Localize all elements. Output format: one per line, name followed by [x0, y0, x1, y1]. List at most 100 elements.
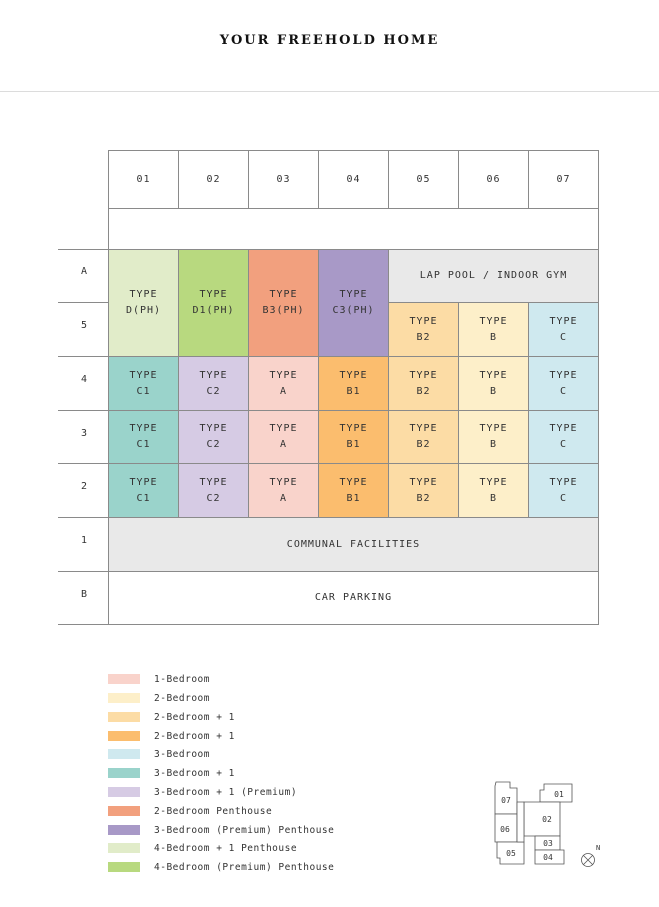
key-plan: 07 06 05 01 02 03 04 N [494, 781, 600, 867]
legend-swatch [108, 712, 140, 722]
unit-type-b: TYPE B [458, 356, 529, 411]
unit-type-c: TYPE C [528, 410, 599, 464]
row-divider [58, 302, 108, 303]
legend-item: 3-Bedroom + 1 [108, 767, 235, 779]
key-plan-label-07: 07 [501, 796, 511, 805]
legend-swatch [108, 674, 140, 684]
car-parking: CAR PARKING [108, 571, 599, 625]
legend-label: 3-Bedroom + 1 [154, 767, 235, 779]
column-header-03: 03 [248, 150, 319, 209]
unit-type-b2: TYPE B2 [388, 463, 459, 518]
unit-type-b: TYPE B [458, 410, 529, 464]
legend-swatch [108, 731, 140, 741]
lap-pool-indoor-gym: LAP POOL / INDOOR GYM [388, 249, 599, 303]
unit-type-b1: TYPE B1 [318, 463, 389, 518]
legend-label: 2-Bedroom + 1 [154, 711, 235, 723]
row-label-2: 2 [80, 481, 88, 492]
unit-type-a: TYPE A [248, 410, 319, 464]
unit-type-a: TYPE A [248, 356, 319, 411]
column-header-02: 02 [178, 150, 249, 209]
legend-item: 2-Bedroom + 1 [108, 730, 235, 742]
row-label-1: 1 [80, 535, 88, 546]
unit-type-c1: TYPE C1 [108, 356, 179, 411]
legend-item: 4-Bedroom + 1 Penthouse [108, 842, 297, 854]
legend-label: 3-Bedroom [154, 748, 210, 760]
legend-label: 3-Bedroom (Premium) Penthouse [154, 824, 335, 836]
title-divider [0, 91, 659, 92]
key-plan-label-03: 03 [543, 839, 553, 848]
legend-item: 1-Bedroom [108, 673, 210, 685]
column-header-05: 05 [388, 150, 459, 209]
row-label-a: A [80, 266, 88, 277]
unit-type-c2: TYPE C2 [178, 463, 249, 518]
legend-item: 2-Bedroom + 1 [108, 711, 235, 723]
legend-swatch [108, 843, 140, 853]
key-plan-core [516, 801, 525, 843]
unit-type-c3-ph: TYPE C3(PH) [318, 249, 389, 357]
legend-item: 3-Bedroom [108, 748, 210, 760]
legend-label: 2-Bedroom + 1 [154, 730, 235, 742]
unit-type-c2: TYPE C2 [178, 410, 249, 464]
unit-type-c: TYPE C [528, 302, 599, 357]
key-plan-label-06: 06 [500, 825, 510, 834]
unit-type-c1: TYPE C1 [108, 463, 179, 518]
legend-label: 4-Bedroom + 1 Penthouse [154, 842, 298, 854]
row-label-4: 4 [80, 374, 88, 385]
column-header-06: 06 [458, 150, 529, 209]
unit-type-c2: TYPE C2 [178, 356, 249, 411]
row-divider [58, 571, 108, 572]
unit-type-b: TYPE B [458, 302, 529, 357]
column-header-04: 04 [318, 150, 389, 209]
legend-item: 3-Bedroom + 1 (Premium) [108, 786, 297, 798]
legend-swatch [108, 806, 140, 816]
unit-type-d1-ph: TYPE D1(PH) [178, 249, 249, 357]
north-label: N [596, 844, 600, 852]
unit-type-c: TYPE C [528, 356, 599, 411]
row-divider [58, 517, 108, 518]
row-divider [58, 249, 108, 250]
legend-swatch [108, 862, 140, 872]
north-arrow-icon: N [581, 844, 600, 867]
legend-label: 1-Bedroom [154, 673, 210, 685]
legend-label: 2-Bedroom [154, 692, 210, 704]
key-plan-label-04: 04 [543, 853, 553, 862]
communal-facilities: COMMUNAL FACILITIES [108, 517, 599, 572]
key-plan-label-05: 05 [506, 849, 516, 858]
roof-spacer [108, 208, 599, 250]
legend-label: 2-Bedroom Penthouse [154, 805, 273, 817]
unit-type-c1: TYPE C1 [108, 410, 179, 464]
legend-item: 3-Bedroom (Premium) Penthouse [108, 824, 334, 836]
unit-type-b2: TYPE B2 [388, 410, 459, 464]
unit-type-d-ph: TYPE D(PH) [108, 249, 179, 357]
legend-item: 2-Bedroom Penthouse [108, 805, 272, 817]
unit-type-a: TYPE A [248, 463, 319, 518]
legend-item: 2-Bedroom [108, 692, 210, 704]
legend-swatch [108, 768, 140, 778]
legend-swatch [108, 787, 140, 797]
legend-swatch [108, 825, 140, 835]
unit-type-c: TYPE C [528, 463, 599, 518]
row-divider [58, 463, 108, 464]
unit-type-b3-ph: TYPE B3(PH) [248, 249, 319, 357]
legend-swatch [108, 693, 140, 703]
row-divider [58, 410, 108, 411]
row-label-b: B [80, 589, 88, 600]
column-header-07: 07 [528, 150, 599, 209]
row-label-3: 3 [80, 428, 88, 439]
unit-type-b2: TYPE B2 [388, 302, 459, 357]
key-plan-label-02: 02 [542, 815, 552, 824]
column-header-01: 01 [108, 150, 179, 209]
legend-label: 3-Bedroom + 1 (Premium) [154, 786, 298, 798]
legend-item: 4-Bedroom (Premium) Penthouse [108, 861, 334, 873]
row-divider [58, 624, 108, 625]
page-title: YOUR FREEHOLD HOME [219, 33, 440, 48]
unit-type-b1: TYPE B1 [318, 410, 389, 464]
row-label-5: 5 [80, 320, 88, 331]
unit-type-b: TYPE B [458, 463, 529, 518]
row-divider [58, 356, 108, 357]
key-plan-label-01: 01 [554, 790, 564, 799]
legend-label: 4-Bedroom (Premium) Penthouse [154, 861, 335, 873]
unit-type-b1: TYPE B1 [318, 356, 389, 411]
unit-type-b2: TYPE B2 [388, 356, 459, 411]
legend-swatch [108, 749, 140, 759]
